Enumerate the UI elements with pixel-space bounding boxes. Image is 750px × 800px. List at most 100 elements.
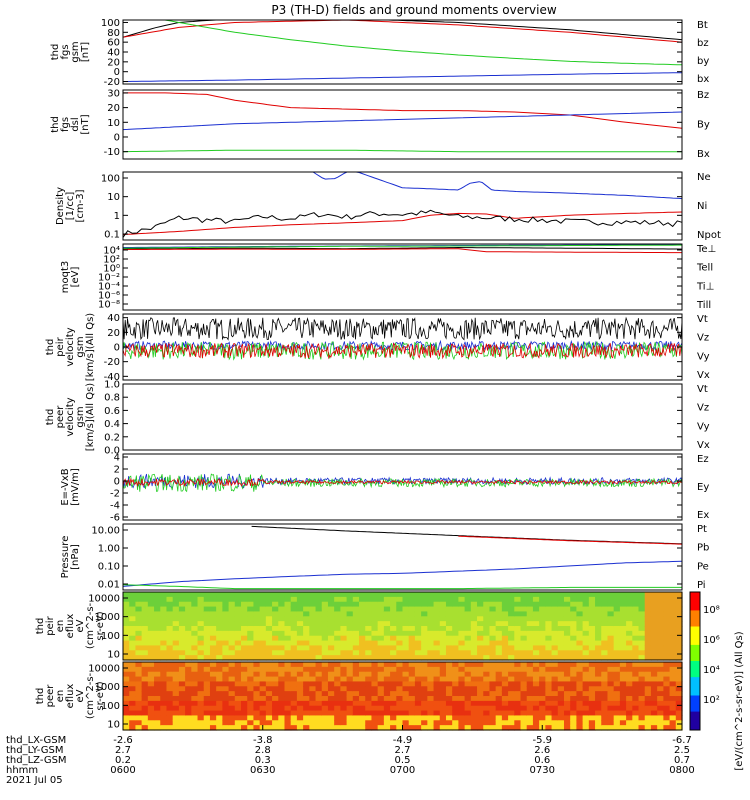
spectrogram-cell [359,686,366,692]
spectrogram-cell [321,630,329,637]
spectrogram-cell [576,626,584,632]
spectrogram-cell [147,606,155,613]
spectrogram-cell [632,616,640,622]
spectrogram-cell [595,596,602,603]
spectrogram-cell [545,696,553,702]
spectrogram-cell [483,655,491,661]
spectrogram-cell [129,640,137,647]
spectrogram-cell [408,601,416,608]
spectrogram-cell [588,662,596,668]
spectrogram-cell [123,691,130,697]
spectrogram-cell [675,596,683,603]
spectrogram-cell [551,676,559,683]
spectrogram-cell [154,616,161,622]
spectrogram-cell [222,725,230,731]
spectrogram-cell [346,710,354,717]
spectrogram-cell [551,662,559,668]
spectrogram-cell [278,671,286,678]
spectrogram-cell [222,715,230,721]
spectrogram-cell [259,655,267,661]
spectrogram-cell [185,720,192,726]
spectrogram-cell [390,725,397,731]
spectrogram-cell [663,630,671,637]
spectrogram-cell [508,662,515,668]
spectrogram-cell [526,630,534,637]
spectrogram-cell [570,616,578,622]
spectrogram-cell [588,635,596,642]
spectrogram-cell [445,710,453,717]
spectrogram-cell [203,645,211,651]
spectrogram-cell [508,630,515,637]
spectrogram-cell [197,655,205,661]
spectrogram-cell [483,676,491,683]
spectrogram-cell [619,616,627,622]
spectrogram-cell [433,606,441,613]
spectrogram-cell [452,640,459,647]
spectrogram-cell [638,630,646,637]
colorbar-cell [690,690,700,694]
spectrogram-cell [178,686,186,692]
spectrogram-cell [532,671,540,678]
spectrogram-cell [334,662,341,668]
y-tick-label: 0.10 [98,562,120,573]
spectrogram-cell [265,715,273,721]
spectrogram-cell [346,696,354,702]
spectrogram-cell [365,705,373,712]
spectrogram-cell [489,621,497,627]
spectrogram-cell [439,621,447,627]
spectrogram-cell [296,700,304,707]
spectrogram-cell [427,671,435,678]
y-tick-label: 100 [101,18,120,29]
colorbar-cell [690,713,700,717]
spectrogram-cell [607,666,615,673]
spectrogram-cell [557,681,565,687]
spectrogram-cell [452,621,459,627]
spectrogram-cell [601,596,609,603]
spectrogram-cell [178,691,186,697]
spectrogram-cell [582,705,590,712]
spectrogram-cell [203,720,211,726]
spectrogram-cell [570,645,578,651]
spectrogram-cell [576,686,584,692]
colorbar-cell [690,670,700,673]
spectrogram-cell [303,662,310,668]
spectrogram-cell [520,601,528,608]
spectrogram-cell [464,635,472,642]
legend-Bt: Bt [697,20,708,31]
spectrogram-cell [222,686,230,692]
spectrogram-cell [414,705,422,712]
spectrogram-cell [557,601,565,608]
y-axis-label-line: [nT] [80,114,91,134]
spectrogram-cell [570,662,578,668]
spectrogram-cell [241,626,248,632]
spectrogram-cell [439,725,447,731]
spectrogram-cell [663,696,671,702]
spectrogram-cell [197,725,205,731]
spectrogram-cell [191,606,199,613]
y-axis-label-line: E=-VxB [60,468,71,505]
spectrogram-cell [595,710,602,717]
spectrogram-cell [228,662,236,668]
spectrogram-cell [663,621,671,627]
spectrogram-cell [638,662,646,668]
spectrogram-cell [613,640,621,647]
spectrogram-cell [508,686,515,692]
spectrogram-cell [272,655,279,661]
spectrogram-cell [570,655,578,661]
spectrogram-cell [241,650,248,656]
spectrogram-cell [520,686,528,692]
spectrogram-cell [632,691,640,697]
spectrogram-cell [154,710,161,717]
spectrogram-cell [607,650,615,656]
spectrogram-cell [619,621,627,627]
spectrogram-cell [278,645,286,651]
spectrogram-cell [247,700,255,707]
spectrogram-cell [650,700,658,707]
spectrogram-cell [619,696,627,702]
spectrogram-cell [427,645,435,651]
spectrogram-cell [532,720,540,726]
spectrogram-cell [154,725,161,731]
spectrogram-cell [427,725,435,731]
spectrogram-cell [352,681,360,687]
spectrogram-cell [607,715,615,721]
